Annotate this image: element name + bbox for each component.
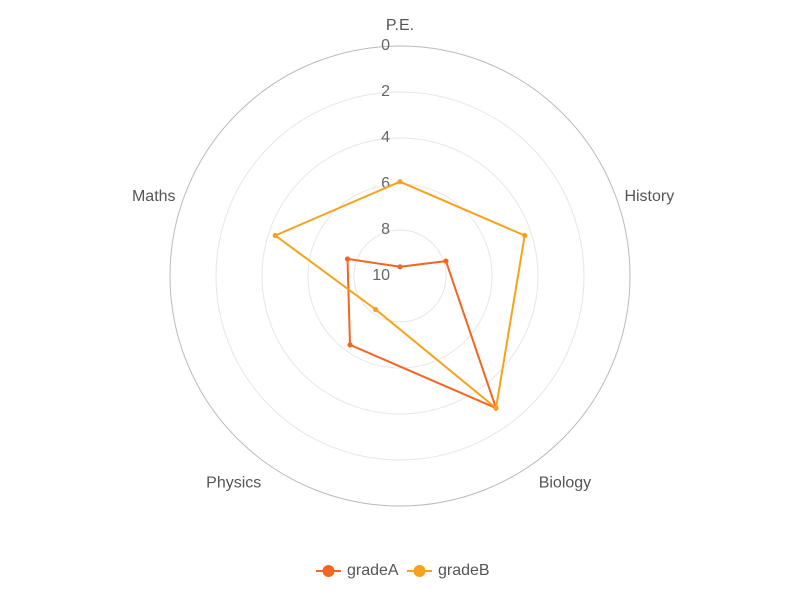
- legend-label: gradeA: [347, 562, 399, 579]
- data-point[interactable]: [347, 342, 353, 348]
- legend-item-gradeA[interactable]: gradeA: [316, 562, 399, 579]
- radial-tick-label: 6: [381, 175, 390, 192]
- indicator-label: Biology: [539, 474, 591, 491]
- legend-marker: [322, 565, 335, 577]
- indicator-labels: P.E. History Biology Physics Maths: [132, 17, 674, 491]
- indicator-label: P.E.: [386, 17, 414, 34]
- data-point[interactable]: [493, 405, 499, 411]
- outer-ring: [169, 45, 631, 507]
- data-point[interactable]: [373, 306, 379, 313]
- indicator-label: History: [624, 188, 674, 205]
- radar-series: [272, 179, 528, 411]
- indicator-label: Physics: [206, 474, 261, 491]
- data-point[interactable]: [272, 232, 278, 239]
- grid-ring: [215, 91, 585, 461]
- series-gradeA: [344, 256, 499, 411]
- radial-tick-label: 0: [381, 37, 390, 54]
- grid-ring: [307, 183, 493, 369]
- radial-tick-labels: 0 2 4 6 8 10: [372, 37, 390, 284]
- grid-ring: [261, 137, 539, 415]
- data-point[interactable]: [522, 232, 528, 239]
- radial-tick-label: 2: [381, 83, 390, 100]
- series-line: [346, 257, 497, 410]
- radar-grid: [169, 45, 631, 507]
- radial-tick-label: 8: [381, 221, 390, 238]
- legend-label: gradeB: [438, 562, 490, 579]
- radial-tick-label: 10: [372, 267, 390, 284]
- legend[interactable]: gradeA gradeB: [316, 562, 490, 579]
- grid-ring: [353, 229, 447, 323]
- data-point[interactable]: [344, 256, 351, 262]
- data-point[interactable]: [397, 264, 403, 270]
- data-point[interactable]: [397, 179, 403, 185]
- data-point[interactable]: [443, 258, 449, 264]
- legend-marker: [413, 565, 426, 577]
- series-line: [274, 180, 526, 410]
- radial-tick-label: 4: [381, 129, 390, 146]
- indicator-label: Maths: [132, 188, 176, 205]
- series-gradeB: [272, 179, 528, 411]
- legend-item-gradeB[interactable]: gradeB: [407, 562, 490, 579]
